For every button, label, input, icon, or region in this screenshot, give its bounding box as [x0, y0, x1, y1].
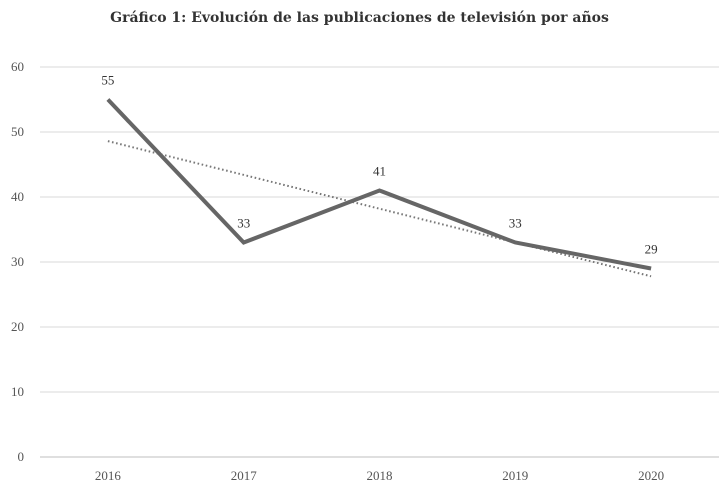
data-label: 41: [373, 164, 386, 179]
data-label: 33: [237, 216, 250, 231]
y-tick-label: 60: [11, 59, 24, 74]
gridlines: [40, 66, 719, 458]
y-tick-label: 0: [18, 449, 25, 464]
data-label: 29: [645, 242, 658, 257]
y-tick-label: 30: [11, 254, 24, 269]
trendline-group: [107, 140, 652, 278]
chart-title: Gráfico 1: Evolución de las publicacione…: [110, 10, 609, 26]
x-axis-ticks: 2016 2017 2018 2019 2020: [95, 468, 664, 482]
y-tick-label: 50: [11, 124, 24, 139]
trendline: [107, 140, 652, 278]
x-tick-label: 2016: [95, 468, 122, 482]
x-tick-label: 2019: [502, 468, 528, 482]
y-tick-label: 10: [11, 384, 24, 399]
data-labels: 55 33 41 33 29: [101, 73, 657, 257]
y-tick-label: 40: [11, 189, 24, 204]
y-axis-ticks: 0 10 20 30 40 50 60: [11, 59, 24, 464]
data-label: 33: [509, 216, 522, 231]
x-tick-label: 2017: [231, 468, 258, 482]
data-label: 55: [101, 73, 114, 88]
y-tick-label: 20: [11, 319, 24, 334]
series-line: [106, 98, 652, 271]
x-tick-label: 2020: [638, 468, 664, 482]
x-tick-label: 2018: [367, 468, 393, 482]
series-group: [106, 98, 652, 271]
